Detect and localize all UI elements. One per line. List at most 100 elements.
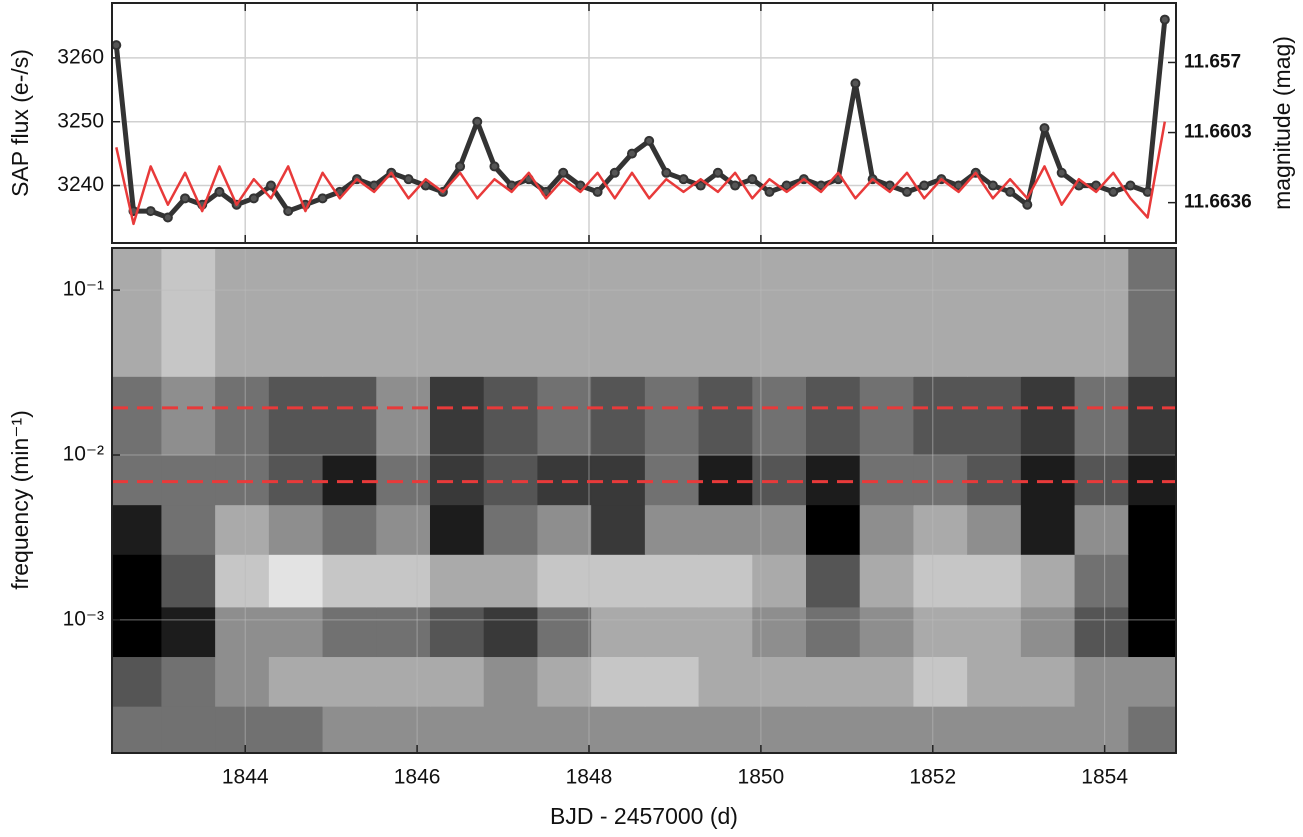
data-point	[712, 167, 723, 178]
heatmap-cell	[591, 455, 646, 506]
heatmap-cell	[644, 504, 700, 555]
heatmap-cell	[591, 504, 646, 555]
heatmap-cell	[376, 504, 431, 555]
heatmap-cell	[591, 656, 646, 707]
data-point	[781, 180, 792, 191]
heatmap-cell	[483, 554, 538, 608]
heatmap-cell	[1074, 376, 1129, 456]
heatmap-cell	[161, 656, 216, 707]
heatmap-cell	[698, 248, 753, 377]
heatmap-cell	[429, 376, 485, 456]
heatmap-cell	[967, 248, 1022, 377]
y-tick-label: 3240	[57, 173, 104, 196]
heatmap-cell	[859, 455, 914, 506]
heatmap-cell	[644, 248, 700, 377]
heatmap-cell	[1020, 376, 1076, 456]
heatmap-cell	[806, 248, 861, 377]
heatmap-cell	[215, 554, 270, 608]
y2-axis-label: magnitude (mag)	[1269, 36, 1295, 210]
heatmap-cell	[1020, 656, 1076, 707]
data-point	[609, 167, 620, 178]
heatmap-cell	[483, 455, 538, 506]
heatmap-cell	[913, 706, 968, 753]
heatmap-cell	[161, 504, 216, 555]
heatmap-cell	[429, 656, 485, 707]
data-point	[1056, 167, 1067, 178]
heatmap-cell	[1074, 656, 1129, 707]
data-point	[283, 206, 294, 217]
heatmap-cell	[322, 606, 377, 658]
heatmap-cell	[161, 706, 216, 753]
heatmap-cell	[698, 554, 753, 608]
y2-tick-label: 11.657	[1184, 51, 1241, 72]
data-point	[592, 186, 603, 197]
heatmap-cell	[376, 606, 431, 658]
data-point	[145, 206, 156, 217]
heatmap-cell	[268, 248, 324, 377]
heatmap-cell	[806, 656, 861, 707]
heatmap-cell	[376, 376, 431, 456]
heatmap-cell	[1020, 248, 1076, 377]
y-tick-label: 3260	[57, 45, 104, 68]
data-point	[1125, 180, 1136, 191]
heatmap-cell	[483, 656, 538, 707]
heatmap-cell	[806, 606, 861, 658]
y-tick-label: 10⁻¹	[63, 278, 104, 301]
heatmap-cell	[1128, 554, 1176, 608]
heatmap-cell	[644, 376, 700, 456]
heatmap-cell	[859, 376, 914, 456]
heatmap-cell	[698, 504, 753, 555]
y-axis-label: SAP flux (e-/s)	[7, 49, 33, 197]
heatmap-cell	[644, 706, 700, 753]
heatmap-cell	[644, 606, 700, 658]
data-point	[764, 186, 775, 197]
heatmap-cell	[161, 606, 216, 658]
data-point	[644, 135, 655, 146]
heatmap-cell	[161, 248, 216, 377]
heatmap-cell	[537, 376, 592, 456]
data-point	[214, 186, 225, 197]
heatmap-cell	[376, 455, 431, 506]
heatmap-cell	[913, 376, 968, 456]
x-tick-label: 1848	[566, 766, 613, 789]
heatmap-cell	[268, 455, 324, 506]
x-tick-label: 1852	[909, 766, 956, 789]
heatmap-cell	[1128, 455, 1176, 506]
heatmap-cell	[806, 706, 861, 753]
heatmap-cell	[967, 376, 1022, 456]
data-point	[265, 180, 276, 191]
heatmap-cell	[112, 376, 162, 456]
heatmap-cell	[913, 504, 968, 555]
heatmap-cell	[537, 455, 592, 506]
heatmap-cell	[1128, 706, 1176, 753]
data-point	[558, 167, 569, 178]
data-point	[678, 174, 689, 185]
heatmap-cell	[644, 656, 700, 707]
data-point	[1039, 123, 1050, 134]
x-tick-label: 1844	[222, 766, 269, 789]
y2-tick-label: 11.6636	[1184, 192, 1252, 213]
heatmap-cell	[698, 455, 753, 506]
x-tick-label: 1854	[1081, 766, 1128, 789]
heatmap-cell	[1020, 606, 1076, 658]
heatmap-cell	[859, 504, 914, 555]
heatmap-cell	[376, 656, 431, 707]
heatmap-cell	[322, 248, 377, 377]
heatmap-cell	[591, 606, 646, 658]
heatmap-cell	[537, 248, 592, 377]
heatmap-cell	[112, 455, 162, 506]
heatmap-cell	[1020, 554, 1076, 608]
data-point	[1022, 199, 1033, 210]
data-point	[489, 161, 500, 172]
heatmap-cell	[967, 455, 1022, 506]
data-point	[953, 180, 964, 191]
plot-area	[112, 14, 1170, 226]
heatmap-cell	[1020, 455, 1076, 506]
heatmap-cell	[644, 455, 700, 506]
heatmap-cell	[112, 248, 162, 377]
heatmap-cell	[1128, 248, 1176, 377]
heatmap-cell	[429, 606, 485, 658]
heatmap-cell	[322, 376, 377, 456]
heatmap-cell	[112, 554, 162, 608]
heatmap-cell	[268, 504, 324, 555]
